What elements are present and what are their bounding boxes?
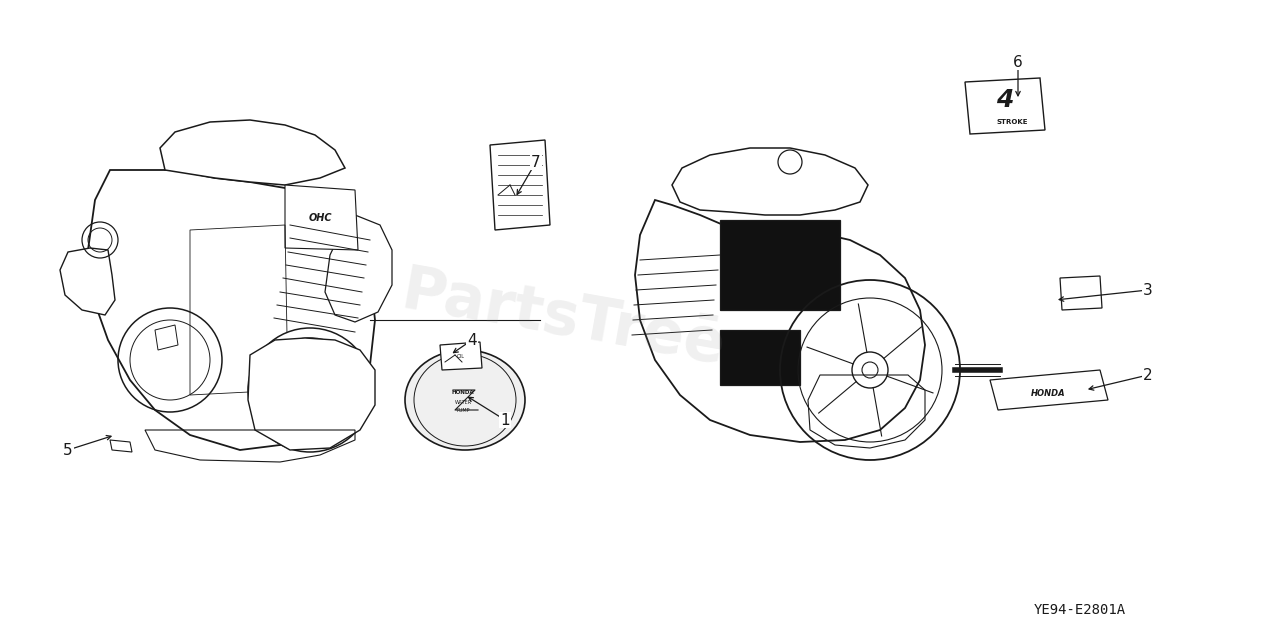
Polygon shape [965, 78, 1044, 134]
Polygon shape [1060, 276, 1102, 310]
Text: 5: 5 [63, 442, 73, 458]
Text: PUMP: PUMP [456, 408, 470, 413]
Text: 1: 1 [500, 413, 509, 427]
Polygon shape [672, 148, 868, 215]
Polygon shape [490, 140, 550, 230]
Text: 7: 7 [531, 155, 541, 169]
Bar [719, 330, 800, 385]
Text: YE94-E2801A: YE94-E2801A [1034, 603, 1126, 617]
Text: 2: 2 [1143, 367, 1153, 383]
Polygon shape [285, 185, 358, 250]
Circle shape [259, 338, 362, 442]
Text: PartsTreē: PartsTreē [397, 262, 730, 377]
Circle shape [861, 362, 878, 378]
Text: 4: 4 [996, 88, 1014, 112]
Text: 6: 6 [1014, 54, 1023, 70]
Polygon shape [325, 215, 392, 322]
Text: HONDA: HONDA [1030, 389, 1065, 397]
Polygon shape [60, 248, 115, 315]
Polygon shape [635, 200, 925, 442]
Polygon shape [440, 342, 483, 370]
Text: STROKE: STROKE [996, 119, 1028, 125]
Bar [719, 220, 840, 310]
Text: OHC: OHC [308, 213, 332, 223]
Circle shape [248, 328, 372, 452]
Polygon shape [248, 338, 375, 450]
Text: WATER: WATER [454, 399, 471, 404]
Polygon shape [110, 440, 132, 452]
Polygon shape [88, 170, 375, 450]
Polygon shape [160, 120, 346, 185]
Text: 3: 3 [1143, 282, 1153, 298]
Text: HONDA: HONDA [452, 390, 475, 394]
Text: OIL: OIL [457, 353, 465, 358]
Polygon shape [155, 325, 178, 350]
Ellipse shape [404, 350, 525, 450]
Text: 4: 4 [467, 332, 477, 348]
Polygon shape [989, 370, 1108, 410]
